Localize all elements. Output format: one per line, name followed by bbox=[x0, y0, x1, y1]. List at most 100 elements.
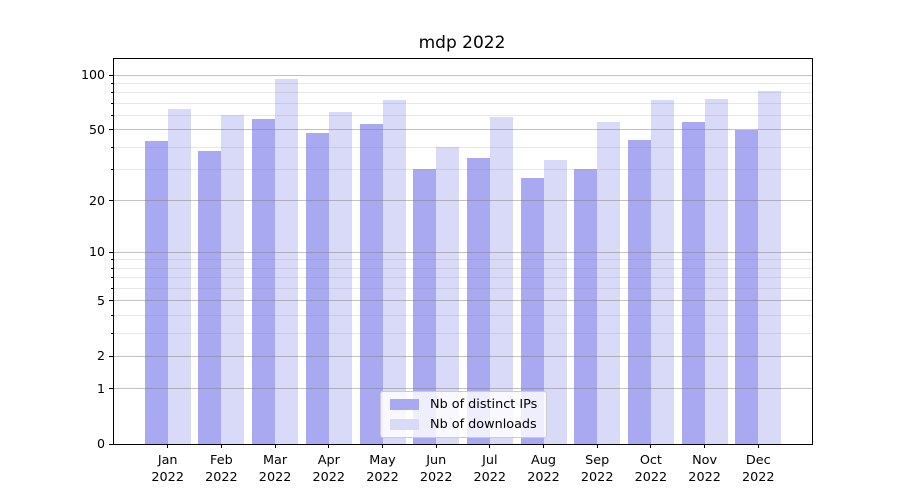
legend-item-distinct-ips: Nb of distinct IPs bbox=[390, 397, 537, 412]
x-tick-label-oct: Oct 2022 bbox=[623, 453, 679, 486]
gridline-major-20 bbox=[114, 200, 812, 202]
x-tick-year: 2022 bbox=[580, 469, 614, 485]
x-tick-nov bbox=[704, 444, 706, 448]
gridline-minor-4 bbox=[114, 314, 812, 316]
y-minor-tick-40 bbox=[111, 146, 113, 148]
gridline-minor-3 bbox=[114, 332, 812, 334]
y-minor-tick-70 bbox=[111, 102, 113, 104]
x-tick-month: Jul bbox=[482, 453, 498, 468]
y-tick-label-100: 100 bbox=[80, 67, 105, 82]
x-tick-dec bbox=[757, 444, 759, 448]
bar-downloads-dec bbox=[758, 90, 782, 444]
y-minor-tick-3 bbox=[111, 332, 113, 334]
y-tick-50 bbox=[109, 129, 113, 131]
bar-downloads-nov bbox=[704, 98, 728, 444]
legend-label-downloads: Nb of downloads bbox=[430, 417, 537, 432]
y-minor-tick-80 bbox=[111, 92, 113, 94]
gridline-minor-8 bbox=[114, 267, 812, 269]
bar-ips-oct bbox=[627, 139, 651, 444]
y-tick-label-10: 10 bbox=[88, 244, 105, 260]
bar-ips-dec bbox=[735, 129, 759, 444]
y-minor-tick-60 bbox=[111, 114, 113, 116]
x-tick-year: 2022 bbox=[312, 469, 346, 485]
x-tick-feb bbox=[220, 444, 222, 448]
x-tick-label-may: May 2022 bbox=[355, 453, 411, 486]
bar-downloads-aug bbox=[543, 159, 567, 444]
gridline-major-100 bbox=[114, 74, 812, 76]
y-tick-label-2: 2 bbox=[96, 348, 105, 364]
bar-downloads-feb bbox=[221, 115, 245, 444]
bar-downloads-jun bbox=[436, 147, 460, 444]
y-tick-100 bbox=[109, 74, 113, 76]
bar-downloads-may bbox=[382, 99, 406, 444]
y-minor-tick-6 bbox=[111, 287, 113, 289]
x-tick-jan bbox=[167, 444, 169, 448]
y-minor-tick-9 bbox=[111, 259, 113, 261]
x-tick-label-jul: Jul 2022 bbox=[462, 453, 518, 486]
bar-ips-apr bbox=[305, 132, 329, 444]
plot-area: 0 1 2 5 10 20 50 100 Jan 2022 Feb 2022 Mar 2022 Apr 202… bbox=[81, 58, 813, 485]
x-tick-oct bbox=[650, 444, 652, 448]
x-tick-aug bbox=[543, 444, 544, 448]
x-tick-label-apr: Apr 2022 bbox=[301, 453, 357, 486]
y-tick-2 bbox=[109, 355, 113, 357]
gridline-minor-60 bbox=[114, 114, 812, 116]
x-tick-year: 2022 bbox=[151, 469, 184, 485]
x-tick-month: Mar bbox=[263, 453, 288, 468]
x-tick-year: 2022 bbox=[366, 469, 399, 485]
x-tick-year: 2022 bbox=[527, 469, 560, 485]
x-tick-month: Jan bbox=[157, 453, 178, 468]
bar-ips-nov bbox=[681, 122, 705, 444]
y-tick-0 bbox=[109, 443, 113, 445]
y-minor-tick-4 bbox=[111, 314, 113, 316]
y-tick-5 bbox=[109, 300, 113, 302]
x-tick-month: May bbox=[369, 453, 396, 468]
gridline-major-1 bbox=[114, 388, 812, 390]
x-tick-month: Nov bbox=[692, 453, 718, 468]
gridline-major-5 bbox=[114, 300, 812, 302]
x-tick-month: Dec bbox=[745, 453, 771, 468]
bar-ips-feb bbox=[198, 151, 222, 444]
gridline-major-10 bbox=[114, 251, 812, 253]
bar-ips-aug bbox=[520, 177, 544, 444]
gridline-minor-40 bbox=[114, 146, 812, 148]
bar-downloads-mar bbox=[275, 79, 299, 444]
x-tick-jul bbox=[489, 444, 491, 448]
chart-title: mdp 2022 bbox=[418, 33, 506, 53]
x-tick-year: 2022 bbox=[688, 469, 721, 485]
y-tick-20 bbox=[109, 200, 113, 202]
gridline-minor-80 bbox=[114, 92, 812, 94]
x-tick-month: Oct bbox=[639, 453, 662, 468]
y-minor-tick-7 bbox=[111, 277, 113, 279]
bar-ips-sep bbox=[574, 169, 598, 444]
gridline-major-2 bbox=[114, 355, 812, 357]
x-tick-label-nov: Nov 2022 bbox=[677, 453, 733, 486]
y-tick-label-1: 1 bbox=[96, 380, 105, 396]
y-minor-tick-90 bbox=[111, 82, 113, 84]
x-tick-month: Jun bbox=[426, 453, 447, 468]
x-tick-apr bbox=[328, 444, 330, 448]
x-tick-label-aug: Aug 2022 bbox=[516, 453, 572, 486]
gridline-minor-7 bbox=[114, 277, 812, 279]
x-tick-year: 2022 bbox=[473, 469, 507, 485]
legend-item-downloads: Nb of downloads bbox=[390, 417, 537, 432]
gridline-minor-70 bbox=[114, 102, 812, 104]
x-tick-label-feb: Feb 2022 bbox=[193, 453, 249, 486]
x-tick-month: Feb bbox=[210, 453, 233, 468]
bar-downloads-sep bbox=[597, 122, 621, 444]
bar-ips-jun bbox=[413, 169, 437, 444]
legend-swatch-distinct-ips-icon bbox=[390, 399, 419, 410]
legend-swatch-downloads-icon bbox=[390, 419, 419, 430]
x-tick-month: Aug bbox=[531, 453, 556, 468]
y-tick-label-0: 0 bbox=[96, 436, 105, 451]
x-tick-month: Apr bbox=[317, 453, 340, 468]
x-tick-year: 2022 bbox=[742, 469, 775, 485]
legend: Nb of distinct IPs Nb of downloads bbox=[380, 391, 548, 438]
y-tick-label-50: 50 bbox=[88, 121, 105, 137]
y-tick-10 bbox=[109, 251, 113, 253]
gridline-minor-30 bbox=[114, 168, 812, 170]
gridline-minor-9 bbox=[114, 259, 812, 261]
x-tick-label-jun: Jun 2022 bbox=[408, 453, 464, 486]
x-tick-year: 2022 bbox=[634, 469, 668, 485]
